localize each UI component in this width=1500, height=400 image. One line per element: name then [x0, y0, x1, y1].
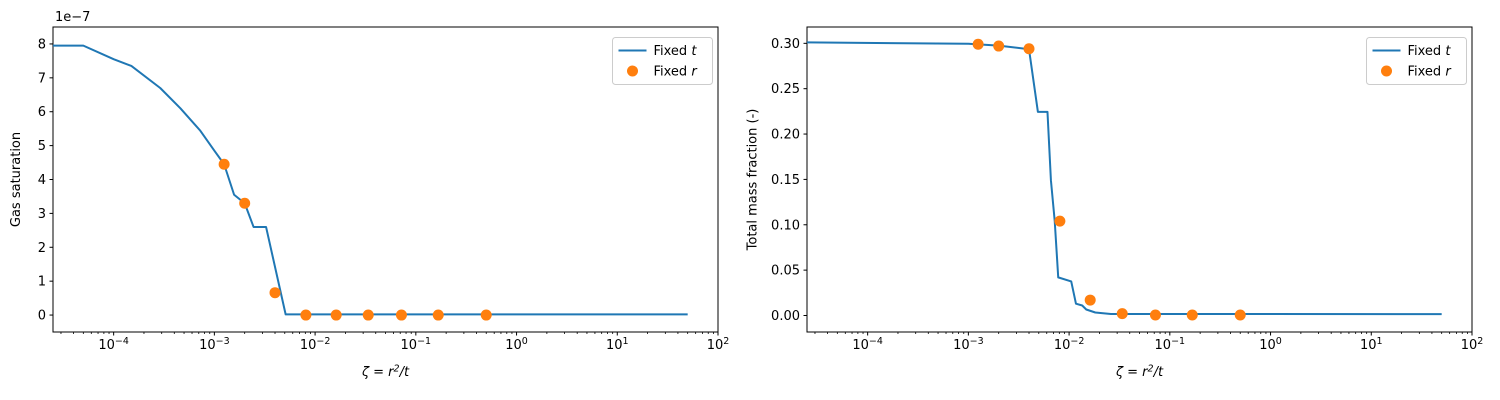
scatter-point	[395, 309, 407, 321]
scatter-point	[239, 197, 251, 209]
x-axis-label: ζ = r2/t	[1115, 364, 1164, 381]
x-axis-tick-label: 10−2	[300, 336, 331, 353]
y-axis-label: Total mass fraction (-)	[746, 109, 761, 252]
legend-label-fixed-t: Fixed t	[654, 44, 698, 59]
legend-label-fixed-r: Fixed r	[1408, 65, 1453, 80]
scatter-point	[480, 309, 492, 321]
x-axis-tick-label: 10−3	[953, 336, 984, 353]
fixed-t-line	[806, 41, 1442, 316]
x-axis-tick-label: 10−4	[852, 336, 883, 353]
fixed-r-points	[218, 158, 492, 321]
y-axis-tick-label: 7	[38, 71, 46, 86]
x-axis-tick-label: 100	[505, 336, 528, 353]
total-mass-fraction-chart: 10−4 10−3 10−2 10−1 100 101 102 0.00 0.05 0.10 0.1…	[746, 26, 1484, 381]
scatter-point	[972, 38, 984, 50]
y-axis-tick-label: 5	[38, 139, 46, 154]
y-axis-tick-label: 0.20	[771, 128, 800, 143]
y-axis-tick-label: 8	[38, 37, 46, 52]
x-axis-tick-label: 102	[707, 336, 730, 353]
scatter-point	[432, 309, 444, 321]
scatter-point	[269, 287, 281, 299]
y-axis-tick-label: 3	[38, 207, 46, 222]
y-axis-tick-label: 2	[38, 241, 46, 256]
gas-saturation-chart: 10−4 10−3 10−2 10−1 100 101 102 0 1 2 3 4 5 6 7 8 1e−7 ζ …	[9, 10, 729, 380]
y-axis-tick-label: 4	[38, 173, 46, 188]
y-axis-tick-label: 1	[38, 275, 46, 290]
fixed-r-points	[972, 38, 1246, 321]
x-axis-tick-label: 101	[606, 336, 629, 353]
y-axis-tick-label: 0	[38, 309, 46, 324]
legend-label-fixed-r: Fixed r	[654, 65, 699, 80]
legend-dot-sample	[1381, 65, 1392, 77]
x-axis-tick-label: 102	[1461, 336, 1484, 353]
scatter-point	[218, 158, 230, 170]
scatter-point	[1234, 309, 1246, 321]
legend-label-fixed-t: Fixed t	[1408, 44, 1452, 59]
y-axis-tick-label: 0.05	[771, 264, 800, 279]
scatter-point	[1116, 308, 1128, 320]
scatter-point	[1084, 294, 1096, 306]
x-axis-tick-label: 10−1	[1155, 336, 1186, 353]
y-axis-tick-label: 6	[38, 105, 46, 120]
scatter-point	[1023, 43, 1035, 55]
y-axis-tick-label: 0.10	[771, 218, 800, 233]
fixed-t-line	[53, 44, 688, 316]
x-axis-tick-label: 10−2	[1054, 336, 1085, 353]
y-axis-offset-text: 1e−7	[55, 10, 90, 25]
x-axis-tick-label: 101	[1360, 336, 1383, 353]
x-axis-tick-label: 10−1	[401, 336, 432, 353]
x-axis-tick-label: 10−4	[98, 336, 129, 353]
scatter-point	[330, 309, 342, 321]
x-axis-tick-label: 10−3	[199, 336, 230, 353]
x-axis-tick-label: 100	[1259, 336, 1282, 353]
legend: Fixed t Fixed r	[612, 37, 713, 85]
scatter-point	[362, 309, 374, 321]
scatter-point	[1149, 309, 1161, 321]
y-axis-label: Gas saturation	[9, 132, 24, 227]
y-axis-tick-label: 0.15	[771, 173, 800, 188]
y-axis-tick-label: 0.25	[771, 82, 800, 97]
y-axis-tick-label: 0.30	[771, 37, 800, 52]
scatter-point	[1054, 215, 1066, 227]
x-axis-label: ζ = r2/t	[361, 364, 410, 381]
y-axis-tick-label: 0.00	[771, 309, 800, 324]
scatter-point	[1186, 309, 1198, 321]
scatter-point	[300, 309, 312, 321]
legend: Fixed t Fixed r	[1366, 37, 1467, 85]
scatter-point	[993, 40, 1005, 52]
legend-dot-sample	[627, 65, 638, 77]
